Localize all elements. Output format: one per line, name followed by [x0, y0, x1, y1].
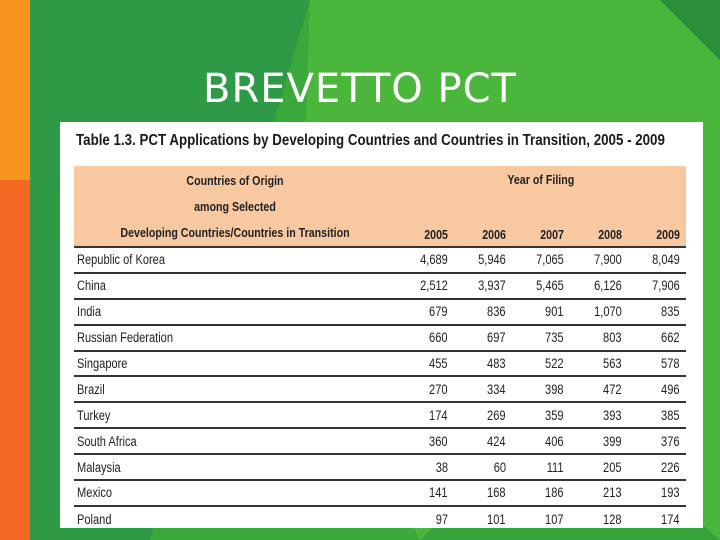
- value-cell: 6,126: [594, 278, 622, 294]
- value-cell: 4,689: [420, 252, 448, 268]
- table-row: Singapore 455 483 522 563 578: [74, 350, 686, 377]
- value-cell: 226: [661, 459, 680, 475]
- country-cell: South Africa: [77, 433, 137, 449]
- value-cell: 578: [661, 356, 680, 371]
- table-row: Poland 97 101 107 128 174: [74, 505, 686, 532]
- country-cell: Turkey: [77, 407, 111, 423]
- value-cell: 2,512: [420, 278, 448, 294]
- value-cell: 60: [493, 459, 506, 475]
- value-cell: 424: [487, 433, 506, 449]
- origin-header: Countries of Origin among Selected Devel…: [74, 166, 396, 247]
- country-cell: Poland: [77, 511, 112, 527]
- value-cell: 662: [661, 330, 680, 346]
- value-cell: 7,065: [536, 252, 564, 268]
- year-2007-header: 2007: [540, 227, 564, 242]
- country-cell: Malaysia: [77, 459, 121, 475]
- value-cell: 174: [661, 511, 680, 527]
- value-cell: 269: [487, 407, 506, 423]
- value-cell: 697: [487, 330, 506, 346]
- origin-header-line-2: among Selected: [194, 199, 276, 214]
- country-cell: Russian Federation: [77, 330, 174, 346]
- value-cell: 496: [661, 381, 680, 397]
- value-cell: 660: [429, 330, 448, 346]
- value-cell: 128: [603, 511, 622, 527]
- value-cell: 836: [487, 304, 506, 320]
- table-row: Russian Federation 660 697 735 803 662: [74, 324, 686, 351]
- origin-header-line-1: Countries of Origin: [186, 173, 284, 188]
- table-row: Mexico 141 168 186 213 193: [74, 480, 686, 506]
- table-row: Turkey 174 269 359 393 385: [74, 402, 686, 428]
- value-cell: 141: [429, 485, 448, 501]
- value-cell: 5,946: [478, 252, 506, 268]
- origin-header-line-3: Developing Countries/Countries in Transi…: [120, 225, 350, 240]
- value-cell: 3,937: [478, 278, 506, 294]
- pct-applications-table: Countries of Origin among Selected Devel…: [74, 166, 686, 532]
- year-2005-header: 2005: [424, 227, 448, 242]
- value-cell: 213: [603, 485, 622, 501]
- value-cell: 270: [429, 381, 448, 397]
- value-cell: 186: [545, 485, 564, 501]
- value-cell: 393: [603, 407, 622, 423]
- table-caption: Table 1.3. PCT Applications by Developin…: [76, 132, 665, 149]
- value-cell: 483: [487, 356, 506, 371]
- value-cell: 406: [545, 433, 564, 449]
- value-cell: 8,049: [652, 252, 680, 268]
- value-cell: 97: [435, 511, 448, 527]
- value-cell: 38: [435, 459, 448, 475]
- value-cell: 472: [603, 381, 622, 397]
- table-row: Brazil 270 334 398 472 496: [74, 376, 686, 402]
- value-cell: 174: [429, 407, 448, 423]
- value-cell: 101: [487, 511, 506, 527]
- value-cell: 107: [545, 511, 564, 527]
- country-cell: Singapore: [77, 356, 128, 371]
- value-cell: 679: [429, 304, 448, 320]
- year-2006-header: 2006: [482, 227, 506, 242]
- table-row: Malaysia 38 60 111 205 226: [74, 454, 686, 480]
- table-panel: Table 1.3. PCT Applications by Developin…: [60, 122, 703, 528]
- year-2009-header: 2009: [656, 227, 680, 242]
- value-cell: 376: [661, 433, 680, 449]
- value-cell: 5,465: [536, 278, 564, 294]
- value-cell: 193: [661, 485, 680, 501]
- value-cell: 1,070: [594, 304, 622, 320]
- country-cell: Republic of Korea: [77, 252, 166, 268]
- slide-title: BREVETTO PCT: [203, 66, 517, 112]
- value-cell: 803: [603, 330, 622, 346]
- country-cell: India: [77, 304, 102, 320]
- value-cell: 901: [545, 304, 564, 320]
- value-cell: 205: [603, 459, 622, 475]
- value-cell: 455: [429, 356, 448, 371]
- value-cell: 398: [545, 381, 564, 397]
- country-cell: Mexico: [77, 485, 113, 501]
- value-cell: 835: [661, 304, 680, 320]
- value-cell: 735: [545, 330, 564, 346]
- value-cell: 334: [487, 381, 506, 397]
- value-cell: 522: [545, 356, 564, 371]
- value-cell: 359: [545, 407, 564, 423]
- country-cell: Brazil: [77, 381, 105, 397]
- year-2008-header: 2008: [598, 227, 622, 242]
- table-row: India 679 836 901 1,070 835: [74, 298, 686, 325]
- value-cell: 111: [547, 459, 564, 475]
- value-cell: 7,906: [652, 278, 680, 294]
- value-cell: 399: [603, 433, 622, 449]
- value-cell: 7,900: [594, 252, 622, 268]
- year-of-filing-header: Year of Filing: [507, 172, 575, 187]
- value-cell: 563: [603, 356, 622, 371]
- value-cell: 385: [661, 407, 680, 423]
- value-cell: 168: [487, 485, 506, 501]
- table-row: China 2,512 3,937 5,465 6,126 7,906: [74, 272, 686, 299]
- table-row: Republic of Korea 4,689 5,946 7,065 7,90…: [74, 247, 686, 273]
- value-cell: 360: [429, 433, 448, 449]
- table-row: South Africa 360 424 406 399 376: [74, 428, 686, 454]
- country-cell: China: [77, 278, 106, 294]
